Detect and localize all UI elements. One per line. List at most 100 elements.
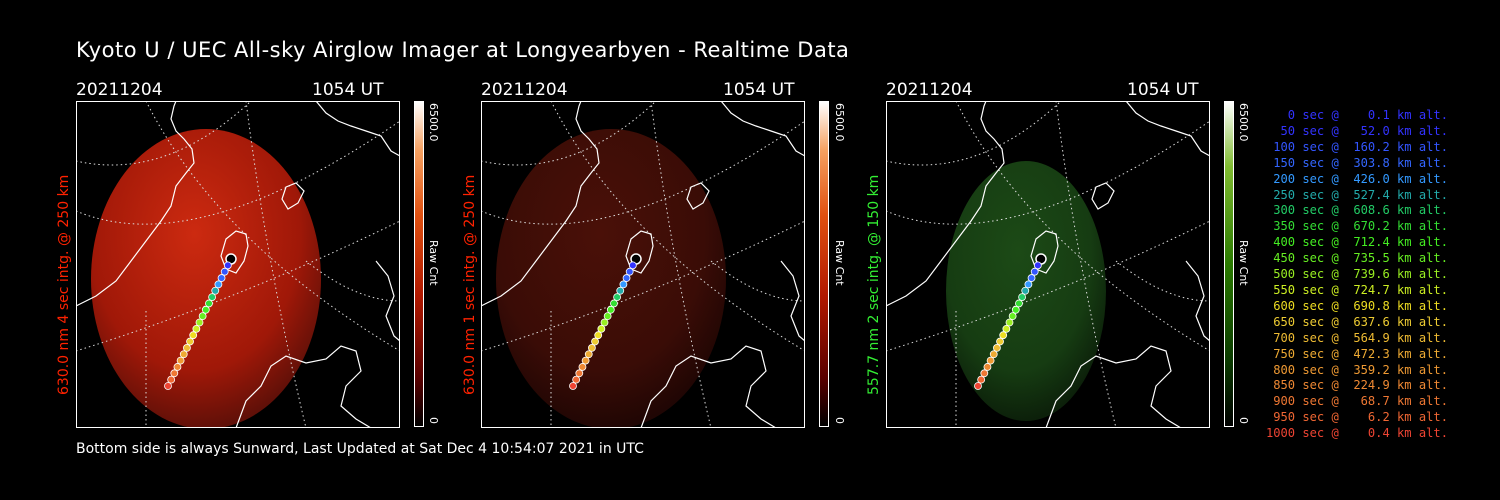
legend-row: 1000 sec @ 0.4 km alt. [1265,426,1448,441]
graticule-line [305,260,401,302]
panel-frame [481,101,805,428]
coastline [220,230,249,274]
trajectory-point [1005,318,1014,327]
trajectory-point [999,331,1008,340]
trajectory-point [198,312,207,321]
graticule-line [75,100,252,166]
coastline [75,100,195,307]
panel-2-ylabel: 630.0 nm 1 sec intg. @ 250 km [462,174,478,395]
coastline [640,345,777,429]
trajectory-point [600,318,609,327]
trajectory-point [588,343,596,352]
coastline [235,345,372,429]
panel-1-cbar-max: 6500.0 [427,103,440,142]
panel-3-time: 1054 UT [1127,80,1199,100]
trajectory-point [628,261,637,270]
legend-row: 450 sec @ 735.5 km alt. [1265,251,1448,266]
graticule-line [480,100,657,166]
trajectory-point [208,293,217,302]
trajectory-point [983,363,992,371]
trajectory-point [989,350,998,359]
legend-row: 850 sec @ 224.9 km alt. [1265,378,1448,393]
trajectory-point [1024,280,1033,289]
trajectory-point [1011,305,1020,314]
trajectory-point [223,261,232,270]
legend-row: 300 sec @ 608.6 km alt. [1265,203,1448,218]
panel-1-allsky-image [75,100,401,429]
legend-row: 800 sec @ 359.2 km alt. [1265,362,1448,377]
panel-3-cbar-label: Raw Cnt [1237,240,1250,286]
legend-row: 0 sec @ 0.1 km alt. [1265,108,1448,122]
trajectory-point [1021,286,1030,295]
page-title: Kyoto U / UEC All-sky Airglow Imager at … [76,38,850,62]
trajectory-point [572,375,581,384]
trajectory-point [996,337,1004,346]
trajectory-point [575,369,584,378]
coastline [885,100,1005,307]
panel-2-date: 20211204 [481,80,568,100]
legend-row: 950 sec @ 6.2 km alt. [1265,410,1448,425]
coastline [281,182,305,210]
trajectory-point [597,324,606,333]
graticule-line [75,220,401,352]
trajectory-point [220,267,229,276]
trajectory-point [192,324,201,333]
trajectory-point [578,363,587,371]
panel-1-colorbar [414,101,424,427]
legend-row: 550 sec @ 724.7 km alt. [1265,282,1448,297]
panel-2-cbar-label: Raw Cnt [833,240,846,286]
trajectory-point [173,363,182,371]
trajectory-point [201,305,210,314]
legend-row: 100 sec @ 160.2 km alt. [1265,139,1448,154]
legend-row: 400 sec @ 712.4 km alt. [1265,235,1448,250]
panel-frame [886,101,1210,428]
panel-1-cbar-label: Raw Cnt [427,240,440,286]
trajectory-point [1033,261,1042,270]
panel-1-date: 20211204 [76,80,163,100]
coastline [720,100,806,157]
legend-row: 50 sec @ 52.0 km alt. [1265,123,1448,138]
panel-3-allsky-image [885,100,1211,429]
trajectory-point [980,369,989,378]
coastline [375,260,401,342]
panel-frame [76,101,400,428]
trajectory-point [1018,293,1027,302]
legend-row: 600 sec @ 690.8 km alt. [1265,298,1448,313]
panel-2-cbar-max: 6500.0 [833,103,846,142]
trajectory-point [1002,324,1011,333]
coastline [686,182,710,210]
panel-3-cbar-min: 0 [1237,417,1250,424]
panel-2-cbar-min: 0 [833,417,846,424]
trajectory-point [977,375,986,384]
trajectory-point [186,337,194,346]
trajectory-point [167,375,176,384]
panel-3-colorbar [1224,101,1234,427]
legend-row: 200 sec @ 426.0 km alt. [1265,171,1448,186]
legend-row: 350 sec @ 670.2 km alt. [1265,219,1448,234]
panel-1-cbar-min: 0 [427,417,440,424]
trajectory-point [974,382,982,390]
legend-row: 500 sec @ 739.6 km alt. [1265,267,1448,282]
coastline [1030,230,1059,274]
trajectory-point [581,356,590,365]
trajectory-point [1015,299,1023,308]
panel-3-date: 20211204 [886,80,973,100]
coastline [1125,100,1211,157]
trajectory-point [613,293,622,302]
trajectory-point [176,356,185,365]
trajectory-point [569,382,577,390]
trajectory-point [619,280,628,289]
trajectory-point [594,331,603,340]
allsky-map [885,100,1211,429]
trajectory-point [170,369,179,378]
legend-row: 650 sec @ 637.6 km alt. [1265,314,1448,329]
airglow-disc [496,129,726,429]
trajectory-legend: 0 sec @ 0.1 km alt. 50 sec @ 52.0 km alt… [1258,108,1448,442]
panel-2-time: 1054 UT [723,80,795,100]
trajectory-point [214,280,223,289]
allsky-map [75,100,401,429]
trajectory-point [591,337,599,346]
trajectory-point [164,382,172,390]
panel-3-cbar-max: 6500.0 [1237,103,1250,142]
graticule-line [710,260,806,302]
